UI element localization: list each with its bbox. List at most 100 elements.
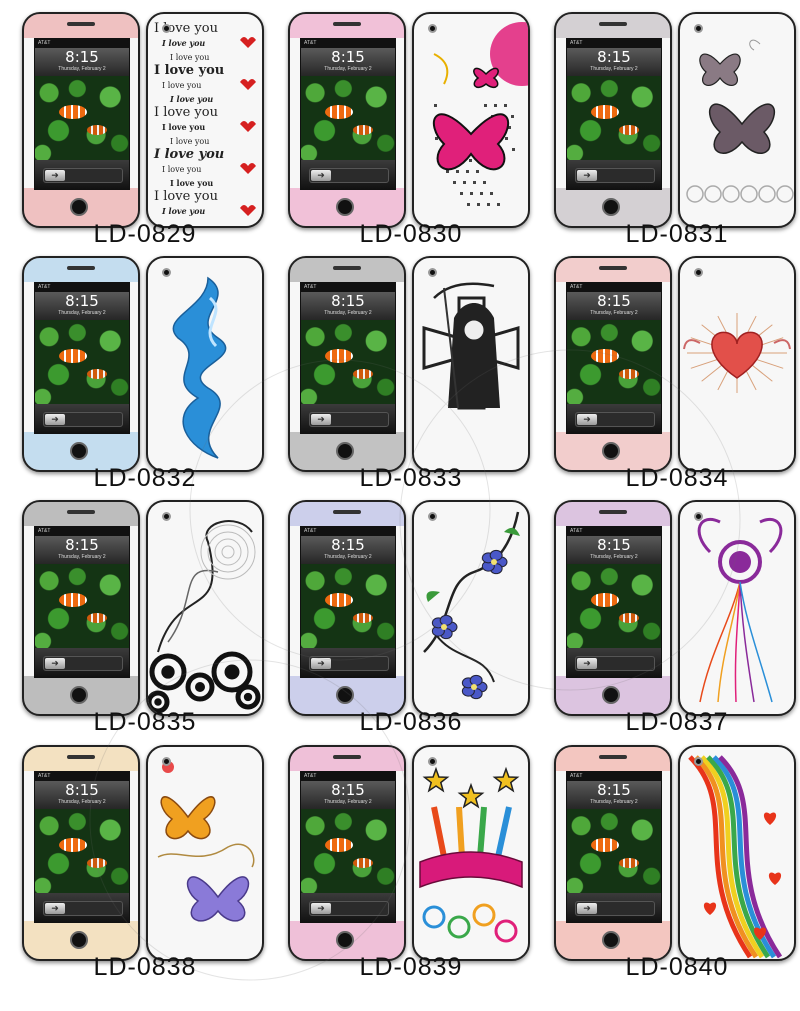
clock-date: Thursday, February 2	[590, 66, 638, 72]
phone-front-view: AT&T 8:15 Thursday, February 2 ➜	[554, 745, 672, 961]
svg-text:I love you: I love you	[154, 189, 218, 204]
svg-text:I love you: I love you	[170, 137, 209, 146]
unlock-bar: ➜	[35, 404, 129, 433]
status-bar: AT&T	[567, 283, 661, 292]
clock-time: 8:15	[597, 292, 631, 310]
clock-panel: 8:15 Thursday, February 2	[567, 781, 661, 809]
unlock-bar: ➜	[567, 404, 661, 433]
lock-screen: AT&T 8:15 Thursday, February 2 ➜	[300, 526, 396, 678]
clownfish-icon	[591, 593, 619, 607]
product-card[interactable]: AT&T 8:15 Thursday, February 2 ➜ LD-0833	[280, 244, 542, 492]
svg-text:I love you: I love you	[162, 81, 201, 90]
pink-butterfly-front-trim	[290, 14, 404, 226]
home-button-icon	[336, 198, 354, 216]
product-card[interactable]: AT&T 8:15 Thursday, February 2 ➜ LD-0834	[546, 244, 800, 492]
arrow-right-icon: ➜	[577, 170, 597, 181]
product-card[interactable]: AT&T 8:15 Thursday, February 2 ➜ LD-0838	[14, 733, 276, 981]
unlock-bar: ➜	[35, 893, 129, 922]
earpiece-icon	[67, 510, 95, 514]
clock-date: Thursday, February 2	[590, 799, 638, 805]
arrow-right-icon: ➜	[311, 170, 331, 181]
product-card[interactable]: AT&T 8:15 Thursday, February 2 ➜ LD-0840	[546, 733, 800, 981]
arrow-right-icon: ➜	[45, 903, 65, 914]
wallpaper-bubbles	[35, 564, 129, 648]
phone-back-view	[412, 256, 530, 472]
clownfish-icon	[325, 349, 353, 363]
clownfish-icon	[619, 858, 639, 868]
product-card[interactable]: AT&T 8:15 Thursday, February 2 ➜ LD-0835	[14, 488, 276, 736]
clock-date: Thursday, February 2	[324, 799, 372, 805]
product-code: LD-0839	[359, 953, 463, 981]
rainbow-hearts-artwork	[688, 755, 783, 959]
wallpaper-bubbles	[567, 564, 661, 648]
slide-to-unlock: ➜	[43, 168, 123, 183]
clock-date: Thursday, February 2	[324, 310, 372, 316]
grim-reaper-cross-artwork	[422, 282, 520, 410]
product-card[interactable]: AT&T 8:15 Thursday, February 2 ➜ LD-0836	[280, 488, 542, 736]
product-card[interactable]: AT&T 8:15 Thursday, February 2 ➜ I love you I…	[14, 0, 276, 248]
status-bar: AT&T	[301, 772, 395, 781]
camera-icon	[428, 24, 437, 33]
status-bar: AT&T	[35, 772, 129, 781]
unlock-bar: ➜	[567, 648, 661, 677]
earpiece-icon	[333, 266, 361, 270]
phone-back-view	[146, 745, 264, 961]
product-card[interactable]: AT&T 8:15 Thursday, February 2 ➜ LD-0830	[280, 0, 542, 248]
slide-to-unlock: ➜	[43, 412, 123, 427]
clock-time: 8:15	[65, 292, 99, 310]
clownfish-icon	[353, 125, 373, 135]
phone-back-view	[678, 12, 796, 228]
lock-screen: AT&T 8:15 Thursday, February 2 ➜	[566, 771, 662, 923]
slide-to-unlock: ➜	[43, 901, 123, 916]
phone-front-view: AT&T 8:15 Thursday, February 2 ➜	[22, 256, 140, 472]
clownfish-icon	[87, 369, 107, 379]
clock-date: Thursday, February 2	[58, 799, 106, 805]
clownfish-icon	[353, 858, 373, 868]
product-card[interactable]: AT&T 8:15 Thursday, February 2 ➜ LD-0837	[546, 488, 800, 736]
unlock-bar: ➜	[567, 893, 661, 922]
winged-heart-artwork	[683, 313, 791, 393]
clock-date: Thursday, February 2	[590, 310, 638, 316]
carrier-label: AT&T	[38, 773, 51, 779]
clownfish-icon	[325, 593, 353, 607]
carrier-label: AT&T	[304, 773, 317, 779]
clock-time: 8:15	[597, 536, 631, 554]
clownfish-icon	[591, 105, 619, 119]
unlock-bar: ➜	[301, 648, 395, 677]
clock-time: 8:15	[65, 781, 99, 799]
product-card[interactable]: AT&T 8:15 Thursday, February 2 ➜ LD-0839	[280, 733, 542, 981]
wallpaper-bubbles	[301, 320, 395, 404]
home-button-icon	[602, 686, 620, 704]
product-code: LD-0837	[625, 708, 729, 736]
phone-back-view: I love you I love you I love you I love you…	[146, 12, 264, 228]
carrier-label: AT&T	[570, 773, 583, 779]
earpiece-icon	[599, 266, 627, 270]
clownfish-icon	[87, 858, 107, 868]
product-card[interactable]: AT&T 8:15 Thursday, February 2 ➜ LD-0831	[546, 0, 800, 248]
clownfish-icon	[325, 838, 353, 852]
lock-screen: AT&T 8:15 Thursday, February 2 ➜	[34, 526, 130, 678]
home-button-icon	[336, 931, 354, 949]
home-button-icon	[602, 442, 620, 460]
clock-panel: 8:15 Thursday, February 2	[301, 781, 395, 809]
status-bar: AT&T	[301, 527, 395, 536]
svg-text:I love you: I love you	[153, 147, 224, 162]
slide-to-unlock: ➜	[309, 412, 389, 427]
clownfish-icon	[619, 125, 639, 135]
clownfish-icon	[87, 613, 107, 623]
status-bar: AT&T	[567, 527, 661, 536]
clock-panel: 8:15 Thursday, February 2	[301, 48, 395, 76]
home-button-icon	[336, 442, 354, 460]
camera-icon	[694, 757, 703, 766]
arrow-right-icon: ➜	[311, 414, 331, 425]
status-bar: AT&T	[567, 772, 661, 781]
home-button-icon	[70, 931, 88, 949]
earpiece-icon	[333, 510, 361, 514]
pink-butterfly-artwork	[432, 22, 528, 206]
slide-to-unlock: ➜	[575, 412, 655, 427]
product-card[interactable]: AT&T 8:15 Thursday, February 2 ➜ LD-0832	[14, 244, 276, 492]
clownfish-icon	[59, 105, 87, 119]
phone-front-view: AT&T 8:15 Thursday, February 2 ➜	[288, 500, 406, 716]
status-bar: AT&T	[567, 39, 661, 48]
